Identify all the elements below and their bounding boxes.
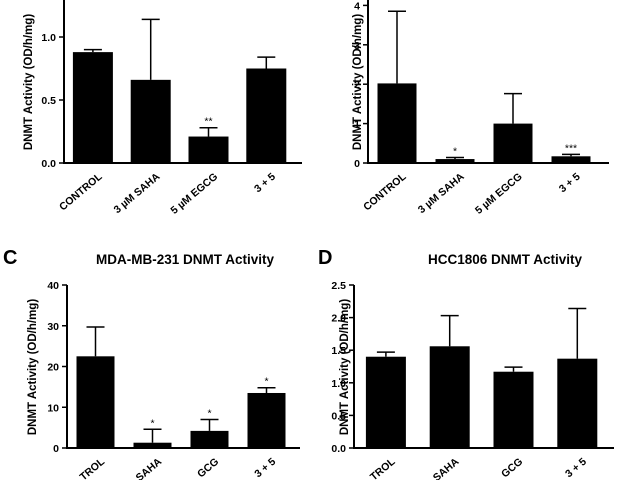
bar <box>493 123 533 163</box>
x-tick-label: CONTROL <box>57 170 105 213</box>
significance-marker: * <box>207 407 211 419</box>
y-tick-label: 2 <box>354 79 360 91</box>
y-tick-label: 2.0 <box>331 313 346 325</box>
bar <box>76 356 115 448</box>
y-tick-label: 1.5 <box>331 345 346 357</box>
y-tick-label: 0 <box>354 158 360 170</box>
panel-c: C MDA-MB-231 DNMT Activity DNMT Activity… <box>3 247 300 480</box>
x-tick-label: SAHA <box>431 455 462 480</box>
y-tick-label: 1 <box>354 119 360 131</box>
bar <box>130 79 171 163</box>
bar <box>365 356 406 448</box>
x-tick-label: GCG <box>499 456 525 480</box>
panel-a: DNMT Activity (OD/h/mg) 0.00.51.01.5CONT… <box>23 0 302 217</box>
bar <box>429 346 470 448</box>
x-tick-label: TROL <box>368 455 398 480</box>
y-tick-label: 30 <box>47 321 59 333</box>
y-tick-label: 4 <box>354 0 360 12</box>
y-tick-label: 0.0 <box>41 158 56 170</box>
bar <box>247 392 286 448</box>
y-tick-label: 0.5 <box>331 410 346 422</box>
x-tick-label: 3 + 5 <box>252 456 278 480</box>
panel-d: D HCC1806 DNMT Activity DNMT Activity (O… <box>318 247 614 480</box>
x-tick-label: 3 + 5 <box>563 456 589 480</box>
y-tick-label: 2.5 <box>331 280 346 292</box>
y-axis-label: DNMT Activity (OD/h/mg) <box>23 14 35 150</box>
x-tick-label: 3 µM SAHA <box>112 170 163 216</box>
x-tick-label: 3 µM SAHA <box>416 170 467 216</box>
bar <box>493 371 534 448</box>
x-tick-label: 3 + 5 <box>557 171 583 195</box>
x-tick-label: TROL <box>78 455 108 480</box>
y-axis-label: DNMT Activity (OD/h/mg) <box>27 299 39 435</box>
x-tick-label: CONTROL <box>361 170 409 213</box>
significance-marker: * <box>453 145 457 157</box>
y-axis-label: DNMT Activity (OD/h/mg) <box>339 299 351 435</box>
x-tick-label: SAHA <box>134 455 165 480</box>
y-tick-label: 20 <box>47 362 59 374</box>
y-tick-label: 0.0 <box>331 443 346 455</box>
x-tick-label: 5 µM EGCG <box>473 171 525 217</box>
y-tick-label: 40 <box>47 280 59 292</box>
bar <box>435 159 475 163</box>
significance-marker: * <box>264 376 268 388</box>
bar <box>551 156 591 163</box>
chart-title: MDA-MB-231 DNMT Activity <box>96 252 275 267</box>
y-axis-label: DNMT Activity (OD/h/mg) <box>352 14 364 150</box>
bar <box>188 136 229 163</box>
y-tick-label: 3 <box>354 40 360 52</box>
bar <box>133 442 172 448</box>
panel-b: DNMT Activity (OD/h/mg) 012345CONTROL*3 … <box>352 0 609 217</box>
bar <box>190 430 229 448</box>
chart-title: HCC1806 DNMT Activity <box>428 252 583 267</box>
y-tick-label: 10 <box>47 402 59 414</box>
significance-marker: ** <box>204 116 212 128</box>
bar <box>246 68 287 163</box>
bar <box>72 52 113 164</box>
y-tick-label: 1.0 <box>41 32 56 44</box>
y-tick-label: 0 <box>53 443 59 455</box>
x-tick-label: 3 + 5 <box>252 171 278 195</box>
significance-marker: *** <box>565 142 577 154</box>
panel-letter: D <box>318 247 332 269</box>
x-tick-label: GCG <box>195 456 221 480</box>
panel-letter: C <box>3 247 17 269</box>
y-tick-label: 1.0 <box>331 378 346 390</box>
significance-marker: * <box>150 417 154 429</box>
y-tick-label: 0.5 <box>41 95 56 107</box>
x-tick-label: 5 µM EGCG <box>168 171 220 217</box>
bar <box>557 358 598 448</box>
bar <box>377 83 417 163</box>
